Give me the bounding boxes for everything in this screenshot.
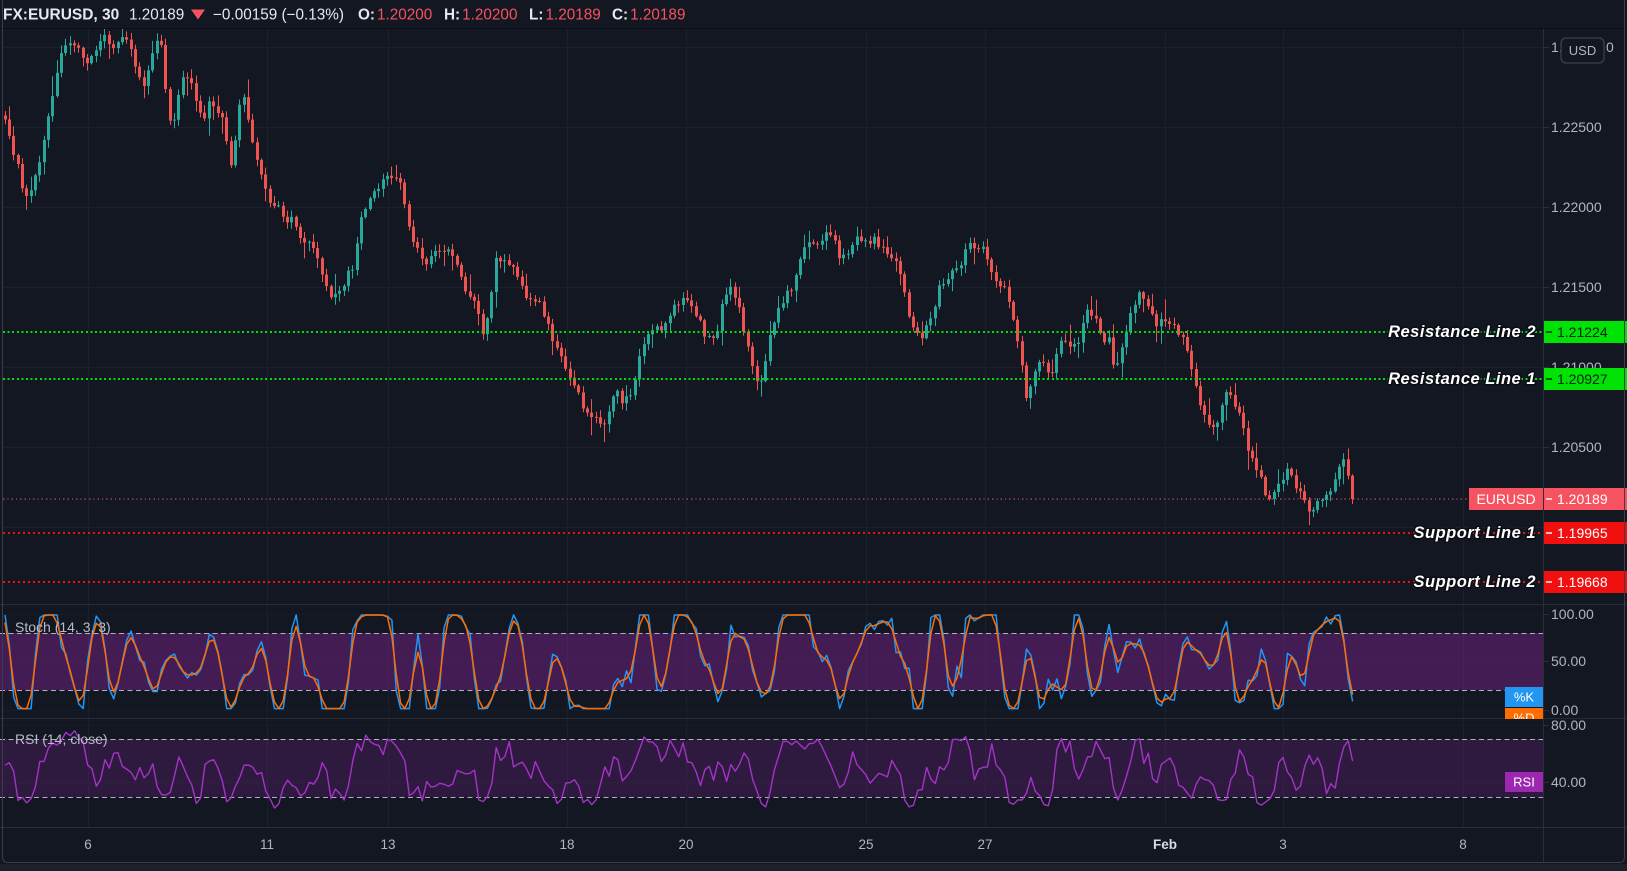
svg-text:100.00: 100.00 xyxy=(1551,606,1594,622)
svg-text:USD: USD xyxy=(1569,43,1596,58)
svg-text:1.20927: 1.20927 xyxy=(1557,371,1608,387)
svg-text:C:1.20189: C: 1.20189 xyxy=(612,7,685,24)
svg-text:O:1.20200: O: 1.20200 xyxy=(358,7,432,24)
svg-text:1.20189: 1.20189 xyxy=(129,7,184,24)
svg-text:Resistance Line 1: Resistance Line 1 xyxy=(1388,370,1536,388)
svg-text:25: 25 xyxy=(858,837,873,852)
svg-text:6: 6 xyxy=(84,837,92,852)
svg-text:Support Line 1: Support Line 1 xyxy=(1414,524,1537,542)
svg-text:%D: %D xyxy=(1514,711,1535,726)
svg-text:1.20500: 1.20500 xyxy=(1551,439,1602,455)
svg-text:1.20189: 1.20189 xyxy=(1557,491,1608,507)
svg-text:1.19668: 1.19668 xyxy=(1557,574,1608,590)
svg-text:1.22000: 1.22000 xyxy=(1551,199,1602,215)
svg-text:EURUSD: EURUSD xyxy=(1476,491,1535,507)
svg-text:40.00: 40.00 xyxy=(1551,774,1586,790)
svg-text:RSI: RSI xyxy=(1513,775,1535,790)
svg-text:80.00: 80.00 xyxy=(1551,717,1586,733)
svg-text:1.21500: 1.21500 xyxy=(1551,279,1602,295)
svg-text:3: 3 xyxy=(1279,837,1287,852)
svg-text:−0.00159 (−0.13%): −0.00159 (−0.13%) xyxy=(213,7,344,24)
svg-text:RSI (14, close): RSI (14, close) xyxy=(15,731,108,747)
svg-text:8: 8 xyxy=(1459,837,1467,852)
svg-text:0: 0 xyxy=(1606,39,1614,55)
svg-text:50.00: 50.00 xyxy=(1551,653,1586,669)
svg-text:27: 27 xyxy=(977,837,992,852)
svg-text:Resistance Line 2: Resistance Line 2 xyxy=(1388,323,1536,341)
svg-text:Feb: Feb xyxy=(1153,837,1177,852)
svg-text:L:1.20189: L: 1.20189 xyxy=(529,7,601,24)
svg-text:1.22500: 1.22500 xyxy=(1551,119,1602,135)
svg-text:FX:EURUSD, 30: FX:EURUSD, 30 xyxy=(3,7,119,24)
svg-text:13: 13 xyxy=(380,837,395,852)
svg-text:Stoch (14, 3, 3): Stoch (14, 3, 3) xyxy=(15,619,111,635)
svg-text:1.19965: 1.19965 xyxy=(1557,525,1608,541)
svg-text:11: 11 xyxy=(260,837,274,852)
svg-text:18: 18 xyxy=(559,837,574,852)
svg-text:0.00: 0.00 xyxy=(1551,702,1578,718)
svg-text:1.21224: 1.21224 xyxy=(1557,324,1608,340)
svg-text:Support Line 2: Support Line 2 xyxy=(1414,573,1537,591)
svg-text:%K: %K xyxy=(1514,690,1535,705)
svg-text:H:1.20200: H: 1.20200 xyxy=(444,7,517,24)
svg-text:20: 20 xyxy=(678,837,693,852)
